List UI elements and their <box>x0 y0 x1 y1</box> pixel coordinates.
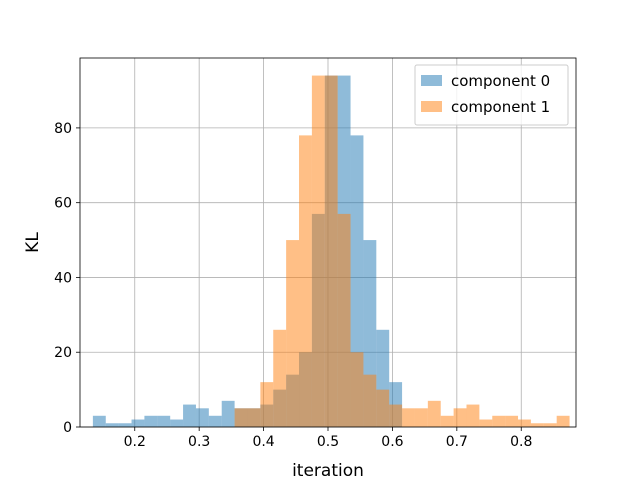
histogram-bars <box>92 75 570 428</box>
histogram-bar <box>440 415 454 427</box>
histogram-bar <box>518 419 531 427</box>
x-tick-label: 0.8 <box>510 434 532 450</box>
x-tick-label: 0.5 <box>317 434 339 450</box>
histogram-bar <box>479 419 493 427</box>
histogram-bar <box>324 75 338 428</box>
histogram-bar <box>363 374 377 427</box>
histogram-bar <box>170 419 184 427</box>
histogram-bar <box>247 408 261 427</box>
y-tick-label: 40 <box>54 270 72 286</box>
histogram-bar <box>414 408 428 427</box>
histogram-bar <box>221 400 235 427</box>
y-tick-label: 0 <box>63 420 72 436</box>
histogram-bar <box>144 415 158 427</box>
histogram-bar <box>543 423 557 427</box>
y-tick-label: 20 <box>54 345 72 361</box>
y-axis-label: KL <box>23 232 43 253</box>
y-tick-label: 80 <box>54 121 72 137</box>
histogram-bar <box>311 75 325 428</box>
x-axis-label: iteration <box>292 461 364 480</box>
x-tick-label: 0.7 <box>446 434 468 450</box>
histogram-bar <box>453 408 467 427</box>
y-tick-label: 60 <box>54 196 72 212</box>
histogram-bar <box>505 415 519 427</box>
legend-box <box>414 64 569 126</box>
histogram-bar <box>234 408 248 427</box>
legend: component 0 component 1 <box>414 64 569 126</box>
x-tick-label: 0.2 <box>124 434 146 450</box>
histogram-bar <box>556 415 570 427</box>
histogram-bar <box>260 382 274 427</box>
histogram-bar <box>337 213 351 427</box>
x-tick-label: 0.3 <box>188 434 210 450</box>
histogram-bar <box>131 419 145 427</box>
legend-entry-label: component 0 <box>451 72 550 90</box>
histogram-bar <box>530 423 544 427</box>
legend-swatch <box>421 75 442 86</box>
histogram-bar <box>195 408 209 427</box>
legend-swatch <box>421 101 442 112</box>
x-axis-ticks: 0.2 0.3 0.4 0.5 0.6 0.7 0.8 <box>124 427 532 450</box>
series-1-bars <box>234 75 570 428</box>
histogram-bar <box>92 415 106 427</box>
x-tick-label: 0.6 <box>381 434 403 450</box>
x-tick-label: 0.4 <box>252 434 274 450</box>
histogram-bar <box>350 352 364 427</box>
histogram-bar <box>157 415 171 427</box>
histogram-bar <box>299 135 312 428</box>
legend-entry-label: component 1 <box>451 98 550 116</box>
histogram-bar <box>376 389 390 427</box>
histogram-bar <box>105 423 119 427</box>
histogram-bar <box>208 415 222 427</box>
histogram-bar <box>286 240 300 427</box>
histogram-bar <box>389 404 403 427</box>
histogram-bar <box>183 404 196 427</box>
histogram-bar <box>273 329 287 427</box>
y-axis-ticks: 0 20 40 60 80 <box>54 121 80 436</box>
histogram-bar <box>492 415 506 427</box>
histogram-bar <box>427 400 441 427</box>
histogram-bar <box>402 408 415 427</box>
histogram-bar <box>466 404 480 427</box>
histogram-bar <box>118 423 132 427</box>
